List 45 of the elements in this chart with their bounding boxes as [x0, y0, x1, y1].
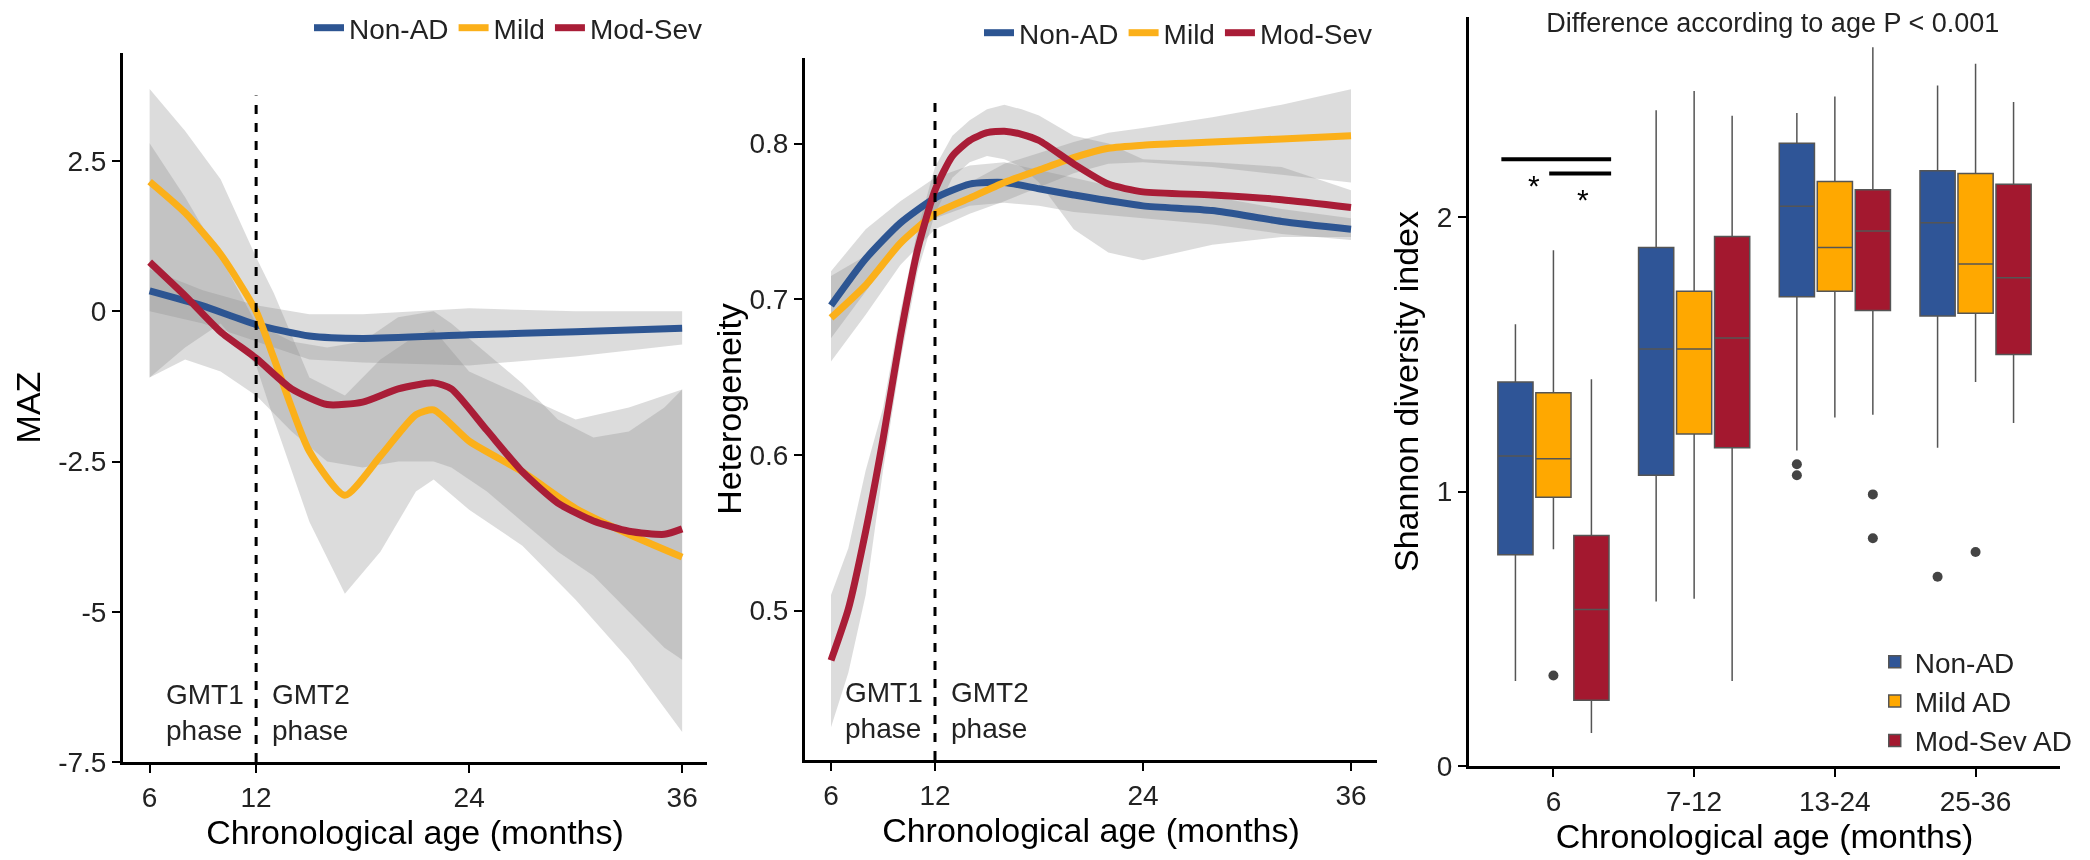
x-tick-label: 6 — [1545, 785, 1562, 817]
x-tick-label: 12 — [919, 779, 951, 811]
annotation: GMT2 phase — [951, 677, 1029, 745]
y-tick-label: 0.7 — [749, 284, 789, 316]
x-tick-label: 7-12 — [1666, 785, 1723, 817]
x-tick-label: 13-24 — [1799, 785, 1871, 817]
annotation: GMT1 phase — [166, 679, 244, 747]
x-tick-label: 36 — [1335, 779, 1367, 811]
y-axis-title: Shannon diversity index — [1387, 210, 1426, 573]
annotation: * — [1528, 169, 1540, 202]
x-tick-label: 25-36 — [1939, 785, 2012, 817]
legend-label: Mild — [493, 13, 545, 45]
y-tick-label: 1 — [1436, 476, 1453, 508]
annotation: GMT1 phase — [845, 677, 923, 745]
chart-title: Difference according to age P < 0.001 — [1546, 7, 2000, 38]
legend-label: Mod-Sev AD — [1914, 726, 2072, 758]
y-tick-label: 0.6 — [749, 439, 789, 471]
x-tick-label: 24 — [453, 781, 485, 813]
x-tick-label: 36 — [666, 781, 698, 813]
legend-label: Mild — [1163, 18, 1215, 50]
legend-label: Non-AD — [1019, 18, 1119, 50]
y-tick-label: -7.5 — [58, 746, 107, 778]
y-tick-label: -5 — [81, 596, 107, 628]
y-tick-label: 0.8 — [749, 128, 789, 160]
y-tick-label: 0.5 — [749, 595, 789, 627]
y-tick-label: 2 — [1436, 202, 1453, 234]
annotation: GMT2 phase — [272, 679, 350, 747]
legend-label: Mod-Sev — [589, 13, 702, 45]
x-tick-label: 6 — [823, 779, 839, 811]
x-axis-title: Chronological age (months) — [1555, 816, 1974, 855]
y-tick-label: 2.5 — [67, 145, 107, 177]
x-tick-label: 12 — [240, 781, 272, 813]
legend-label: Mod-Sev — [1259, 18, 1372, 50]
legend-label: Mild AD — [1914, 687, 2012, 719]
y-axis-title: MAZ — [8, 371, 47, 444]
x-tick-label: 24 — [1127, 779, 1159, 811]
y-tick-label: 0 — [90, 296, 107, 328]
x-axis-title: Chronological age (months) — [206, 812, 624, 851]
y-tick-label: 0 — [1436, 750, 1453, 782]
legend-label: Non-AD — [349, 13, 449, 45]
legend-label: Non-AD — [1914, 647, 2015, 679]
x-tick-label: 6 — [141, 781, 158, 813]
annotation: * — [1577, 183, 1589, 216]
x-axis-title: Chronological age (months) — [882, 810, 1300, 849]
y-tick-label: -2.5 — [58, 446, 107, 478]
